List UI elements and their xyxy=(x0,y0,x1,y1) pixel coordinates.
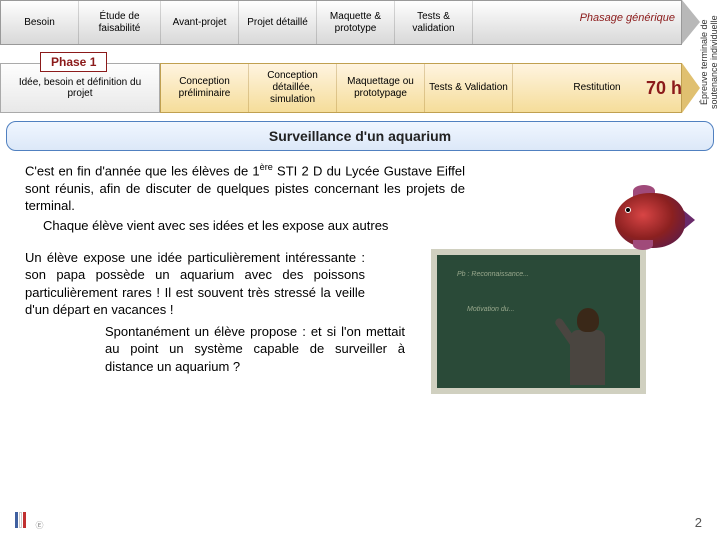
person-head xyxy=(577,308,599,332)
cell-besoin: Besoin xyxy=(1,1,79,44)
paragraph-3: Spontanément un élève propose : et si l'… xyxy=(105,323,405,376)
phasage-label: Phasage générique xyxy=(580,12,675,24)
two-column-layout: Un élève expose une idée particulièremen… xyxy=(25,249,700,394)
side-vertical-label: Épreuve terminale de soutenance individu… xyxy=(700,5,720,120)
paragraph-1b: Chaque élève vient avec ses idées et les… xyxy=(25,217,465,235)
fish-fin-bottom xyxy=(633,240,653,250)
footer-logo: Ⓔ xyxy=(15,512,55,532)
chalk-text-1: Pb : Reconnaissance... xyxy=(457,270,529,279)
phase-diagram: Besoin Étude de faisabilité Avant-projet… xyxy=(0,0,700,113)
row2-arrowhead xyxy=(682,63,700,113)
cell-maquettage: Maquettage ou prototypage xyxy=(337,64,425,112)
logo-bar-blue xyxy=(15,512,18,528)
hours-label: 70 h xyxy=(646,78,682,99)
person-figure xyxy=(565,308,610,388)
right-column: Pb : Reconnaissance... Motivation du... xyxy=(377,249,700,394)
logo-bar-red xyxy=(23,512,26,528)
cell-conception-prelim: Conception préliminaire xyxy=(161,64,249,112)
chalkboard-image: Pb : Reconnaissance... Motivation du... xyxy=(431,249,646,394)
cell-faisabilite: Étude de faisabilité xyxy=(79,1,161,44)
row2-body: Conception préliminaire Conception détai… xyxy=(160,63,682,113)
cell-avant-projet: Avant-projet xyxy=(161,1,239,44)
p1-part1: C'est en fin d'année que les élèves de 1 xyxy=(25,163,260,178)
paragraph-2: Un élève expose une idée particulièremen… xyxy=(25,249,365,319)
cell-maquette: Maquette & prototype xyxy=(317,1,395,44)
paragraph-1: C'est en fin d'année que les élèves de 1… xyxy=(25,161,465,215)
fish-eye xyxy=(625,207,631,213)
row1-arrowhead xyxy=(682,0,700,44)
chalk-text-2: Motivation du... xyxy=(467,305,514,314)
left-column: Un élève expose une idée particulièremen… xyxy=(25,249,365,394)
person-body xyxy=(570,330,605,385)
logo-e-icon: Ⓔ xyxy=(35,521,43,530)
cell-tests: Tests & validation xyxy=(395,1,473,44)
fish-image xyxy=(605,185,695,255)
cell-tests-valid: Tests & Validation xyxy=(425,64,513,112)
p1-sup: ère xyxy=(260,162,273,172)
page-number: 2 xyxy=(695,515,702,530)
section-title: Surveillance d'un aquarium xyxy=(6,121,714,151)
phase-1-label: Phase 1 xyxy=(40,52,107,72)
cell-conception-det: Conception détaillée, simulation xyxy=(249,64,337,112)
cell-projet-detaille: Projet détaillé xyxy=(239,1,317,44)
logo-bar-white xyxy=(19,512,22,528)
